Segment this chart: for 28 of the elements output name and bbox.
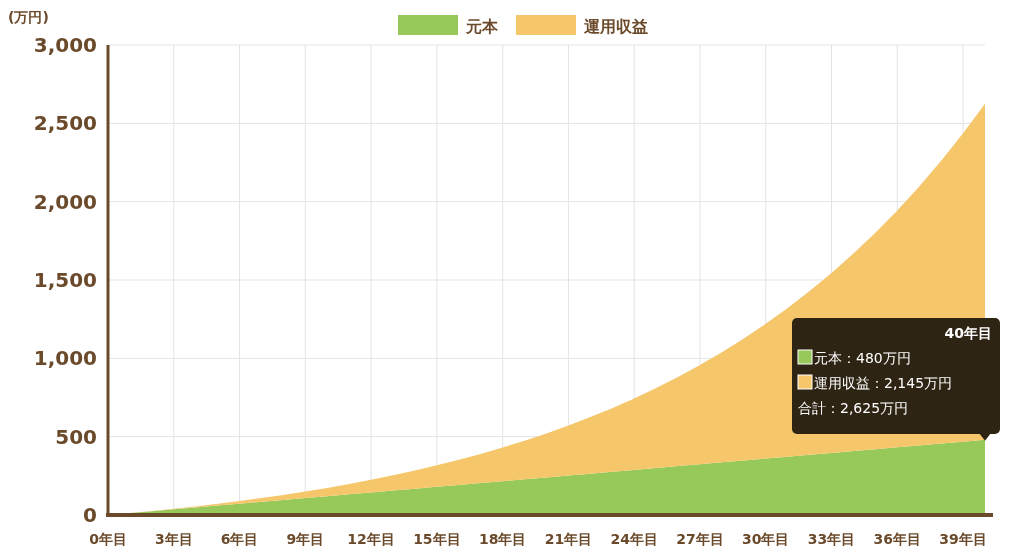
y-axis-title: (万円): [8, 9, 49, 25]
x-tick-label: 24年目: [610, 531, 658, 547]
x-tick-label: 15年目: [413, 531, 461, 547]
y-tick-label: 500: [55, 424, 97, 449]
x-tick-label: 0年目: [89, 531, 127, 547]
x-tick-label: 3年目: [154, 531, 193, 547]
legend-label: 元本: [465, 17, 499, 36]
x-tick-label: 9年目: [286, 531, 325, 547]
x-tick-label: 6年目: [220, 531, 259, 547]
annotation: 40年目: [944, 325, 992, 341]
x-tick-label: 18年目: [478, 531, 527, 547]
x-tick-label: 21年目: [544, 531, 593, 547]
y-tick-label: 1,500: [33, 268, 97, 292]
x-tick-label: 39年目: [939, 531, 987, 547]
x-tick-label: 36年目: [873, 531, 922, 547]
y-tick-label: 1,000: [33, 346, 97, 371]
y-tick-label: 3,000: [33, 33, 97, 57]
y-tick-label: 0: [83, 503, 97, 527]
y-tick-label: 2,500: [33, 111, 97, 136]
x-tick-label: 12年目: [347, 531, 395, 547]
x-tick-label: 30年目: [742, 531, 790, 547]
annotation: 元本：480万円: [814, 350, 911, 366]
x-tick-label: 27年目: [676, 531, 724, 547]
annotation: 合計：2,625万円: [798, 400, 909, 416]
y-tick-label: 2,000: [33, 189, 97, 214]
annotation: 運用収益：2,145万円: [814, 375, 953, 391]
legend-label: 運用収益: [583, 17, 648, 36]
x-tick-label: 33年目: [807, 531, 856, 547]
